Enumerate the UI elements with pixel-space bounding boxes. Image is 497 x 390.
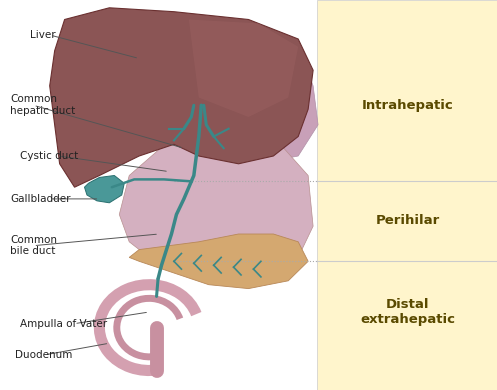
Text: Gallbladder: Gallbladder: [10, 194, 71, 204]
Text: Distal
extrahepatic: Distal extrahepatic: [360, 298, 455, 326]
Polygon shape: [84, 176, 124, 203]
Text: Duodenum: Duodenum: [15, 350, 72, 360]
Polygon shape: [209, 31, 318, 164]
Text: Perihilar: Perihilar: [375, 214, 440, 227]
Polygon shape: [119, 125, 313, 273]
Text: Common
hepatic duct: Common hepatic duct: [10, 94, 75, 116]
Text: Ampulla of Vater: Ampulla of Vater: [20, 319, 107, 329]
Polygon shape: [189, 20, 298, 117]
Text: Intrahepatic: Intrahepatic: [362, 99, 453, 112]
Polygon shape: [50, 8, 313, 187]
Text: Cystic duct: Cystic duct: [20, 151, 78, 161]
Text: Common
bile duct: Common bile duct: [10, 235, 57, 257]
Polygon shape: [129, 234, 308, 289]
Text: Liver: Liver: [30, 30, 56, 40]
FancyBboxPatch shape: [317, 0, 497, 390]
